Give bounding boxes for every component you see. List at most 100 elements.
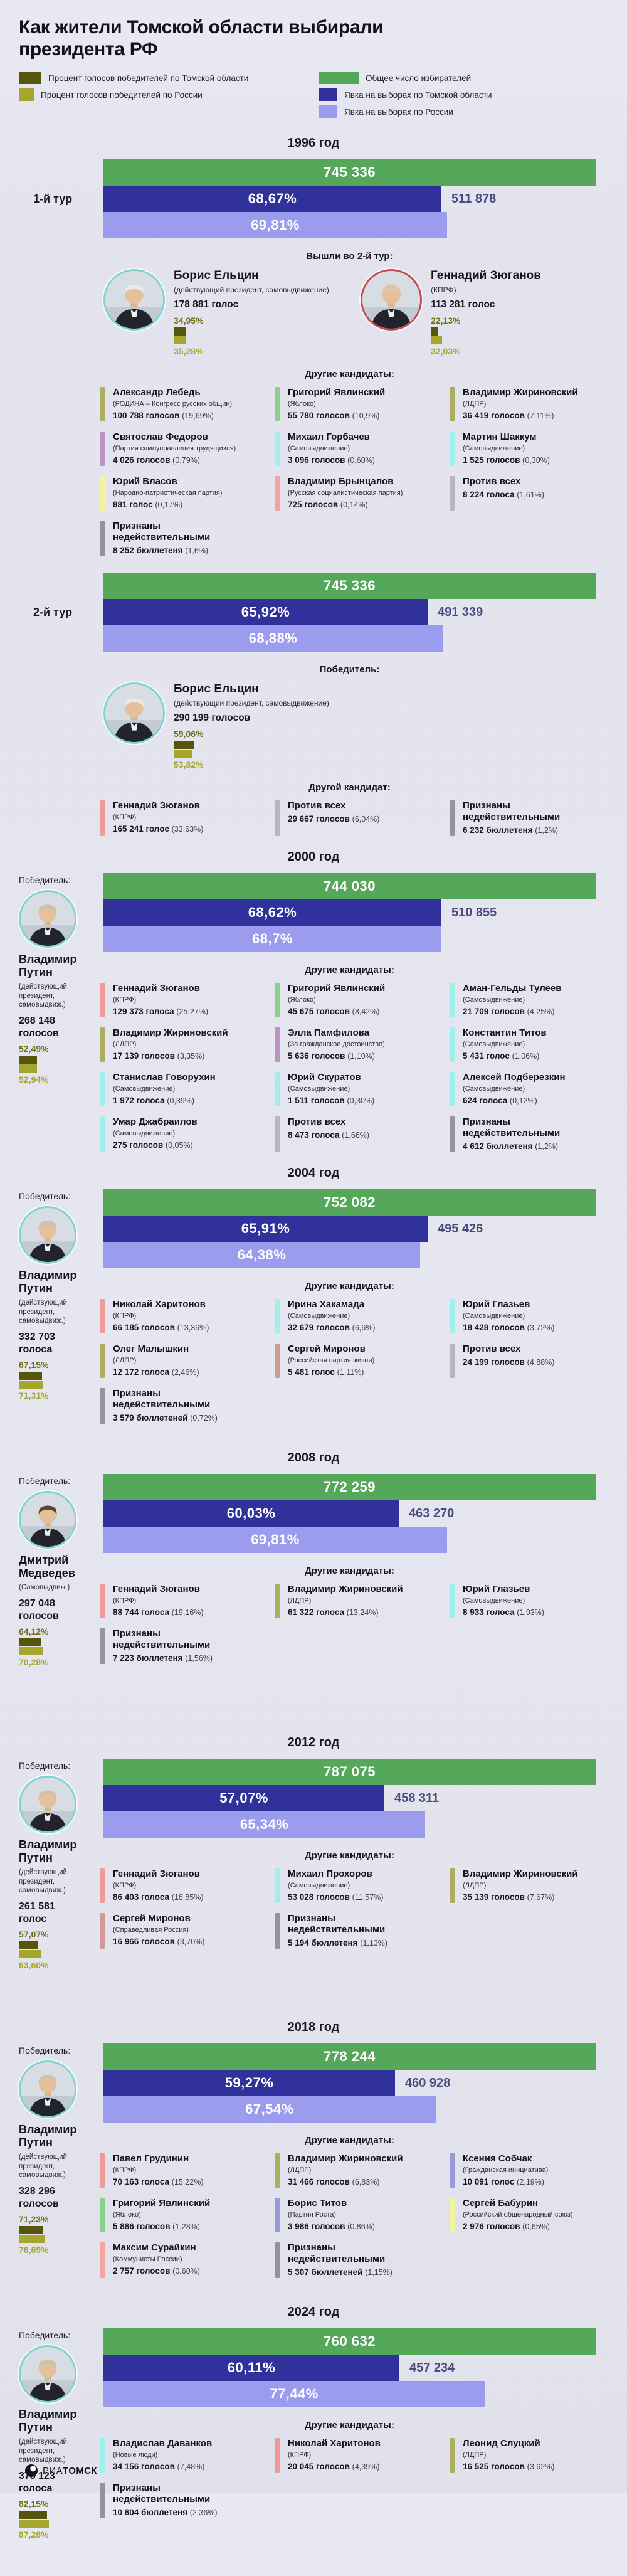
year-section: 2018 год 778 244 59,27% 460 928 67,54% Победи… (0, 2020, 627, 2291)
candidates-grid: Геннадий Зюганов (КПРФ) 129 373 голоса (25… (100, 983, 611, 1152)
candidate-party: (действующий президент, самовыдвижение) (174, 285, 329, 294)
candidate-party: (Партия Роста) (288, 2211, 336, 2218)
candidate-party: (ЛДПР) (288, 2166, 312, 2174)
candidate-party: (КПРФ) (431, 285, 456, 294)
candidate-card: Элла Памфилова (За гражданское достоинств… (275, 1027, 436, 1062)
winner-percent-block: 34,95% 35,28% (174, 315, 329, 356)
legend-swatch-icon (319, 72, 359, 84)
candidate-votes-line: 53 028 голосов (11,57%) (288, 1892, 383, 1903)
candidate-card: Святослав Федоров (Партия самоуправления … (100, 432, 261, 466)
candidate-votes: 1 972 голоса (113, 1096, 167, 1105)
candidate-info: Алексей Подберезкин (Самовыдвижение) 624 г… (463, 1072, 566, 1106)
candidate-votes: 53 028 голосов (288, 1892, 352, 1902)
candidate-info: Против всех 8 224 голоса (1,61%) (463, 476, 544, 511)
candidate-votes-line: 100 788 голосов (19,69%) (113, 410, 232, 421)
candidate-votes: 3 096 голосов (288, 455, 348, 465)
tomsk-turnout-row: 68,62% 510 855 (103, 899, 596, 926)
candidate-percent: (1,15%) (365, 2268, 393, 2277)
candidate-name: Александр Лебедь (113, 387, 201, 398)
tomsk-percent-bar (174, 327, 186, 336)
russia-turnout-bar: 69,81% (103, 212, 447, 238)
candidates-grid: Павел Грудинин (КПРФ) 70 163 голоса (15,22… (100, 2153, 611, 2278)
candidate-photo (19, 2060, 76, 2118)
candidate-votes: 36 419 голосов (463, 411, 527, 420)
russia-percent-label: 32,03% (431, 346, 461, 356)
candidate-percent: (0,60%) (172, 2267, 200, 2276)
candidate-card: Максим Сурайкин (Коммунисты России) 2 757 … (100, 2242, 261, 2278)
candidate-votes-line: 275 голосов (0,05%) (113, 1140, 198, 1151)
turnout-bars: 760 632 60,11% 457 234 77,44% (103, 2328, 596, 2407)
candidate-name: Николай Харитонов (113, 1299, 206, 1310)
candidate-accent-bar (100, 1868, 105, 1903)
total-voters-value: 772 259 (323, 1479, 376, 1495)
candidate-info: Признаны недействительными 7 223 бюллетен… (113, 1628, 213, 1664)
tomsk-turnout-bar: 60,03% (103, 1500, 399, 1527)
candidate-votes: 10 804 бюллетеня (113, 2508, 190, 2517)
candidate-accent-bar (100, 2242, 105, 2278)
candidate-percent: (6,83%) (352, 2178, 380, 2186)
candidate-accent-bar (100, 432, 105, 466)
candidate-photo (19, 2345, 76, 2403)
candidate-card: Николай Харитонов (КПРФ) 20 045 голосов (4… (275, 2438, 436, 2473)
candidate-votes: 8 224 голоса (463, 490, 517, 499)
candidate-card: Владимир Жириновский (ЛДПР) 36 419 голосов… (450, 387, 611, 421)
candidate-party: (Новые люди) (113, 2451, 158, 2459)
tomsk-percent-label: 52,49% (19, 1043, 49, 1054)
candidate-votes-line: 10 091 голос (2,19%) (463, 2176, 548, 2188)
candidate-party: (За гражданское достоинство) (288, 1041, 385, 1048)
candidate-accent-bar (275, 1344, 280, 1378)
legend-swatch-icon (19, 88, 34, 101)
legend-item: Процент голосов победителей по России (19, 88, 319, 101)
candidate-accent-bar (275, 983, 280, 1017)
tomsk-percent-bar (19, 1371, 42, 1380)
candidate-name: Признаны недействительными (113, 1388, 211, 1410)
winner-votes: 297 048 голосов (19, 1598, 59, 1621)
russia-turnout-value: 67,54% (245, 2101, 294, 2117)
candidate-accent-bar (275, 1584, 280, 1618)
candidate-name: Владимир Брынцалов (288, 476, 394, 487)
candidate-accent-bar (275, 432, 280, 466)
candidate-percent: (1,11%) (337, 1368, 364, 1377)
candidate-name: Геннадий Зюганов (431, 269, 541, 282)
winner-percent-block: 52,49% 52,94% (19, 1044, 99, 1084)
winner-votes: 328 296 голосов (19, 2185, 59, 2209)
candidate-votes: 35 139 голосов (463, 1892, 527, 1902)
candidate-card: Павел Грудинин (КПРФ) 70 163 голоса (15,22… (100, 2153, 261, 2188)
candidate-info: Борис Титов (Партия Роста) 3 986 голосов (… (288, 2198, 375, 2232)
tomsk-turnout-bar: 68,62% (103, 899, 441, 926)
russia-turnout-value: 68,7% (252, 931, 293, 946)
candidate-name: Юрий Власов (113, 476, 177, 487)
russia-percent-bar (174, 750, 192, 758)
tomsk-turnout-value: 59,27% (224, 2075, 274, 2091)
candidate-name: Борис Ельцин (174, 682, 259, 696)
russia-percent-label: 70,28% (19, 1656, 49, 1667)
candidate-info: Геннадий Зюганов (КПРФ) 86 403 голоса (18,… (113, 1868, 204, 1903)
candidate-card: Михаил Прохоров (Самовыдвижение) 53 028 го… (275, 1868, 436, 1903)
russia-turnout-bar: 65,34% (103, 1811, 425, 1838)
candidate-name: Признаны недействительными (288, 2242, 386, 2264)
tomsk-turnout-value: 57,07% (219, 1790, 268, 1806)
candidate-card: Михаил Горбачев (Самовыдвижение) 3 096 гол… (275, 432, 436, 466)
candidate-votes: 61 322 голоса (288, 1608, 347, 1617)
candidates-grid: Геннадий Зюганов (КПРФ) 88 744 голоса (19,… (100, 1584, 611, 1664)
candidate-votes: 18 428 голосов (463, 1323, 527, 1332)
candidate-votes: 4 026 голосов (113, 455, 173, 465)
candidate-name: Признаны недействительными (113, 2483, 211, 2504)
candidate-name: Николай Харитонов (288, 2438, 381, 2449)
candidate-percent: (1,56%) (185, 1654, 213, 1663)
russia-turnout-value: 77,44% (270, 2386, 319, 2402)
candidate-info: Юрий Власов (Народно-патриотическая парти… (113, 476, 222, 511)
candidate-percent: (18,85%) (171, 1893, 204, 1902)
candidate-info: Леонид Слуцкий (ЛДПР) 16 525 голосов (3,62… (463, 2438, 554, 2473)
tomsk-percent-bar (19, 2225, 44, 2234)
candidate-votes-line: 881 голос (0,17%) (113, 499, 222, 511)
candidate-info: Геннадий Зюганов (КПРФ) 88 744 голоса (19,… (113, 1584, 204, 1618)
legend: Процент голосов победителей по Томской о… (19, 72, 627, 122)
candidate-party: (Партия самоуправления трудящихся) (113, 445, 236, 452)
winner-name: Владимир Путин (19, 953, 77, 978)
candidate-party: (Яблоко) (288, 996, 316, 1004)
candidate-percent: (0,86%) (347, 2222, 375, 2231)
tomsk-percent-bar (19, 1638, 41, 1646)
russia-percent-bar (431, 336, 442, 344)
